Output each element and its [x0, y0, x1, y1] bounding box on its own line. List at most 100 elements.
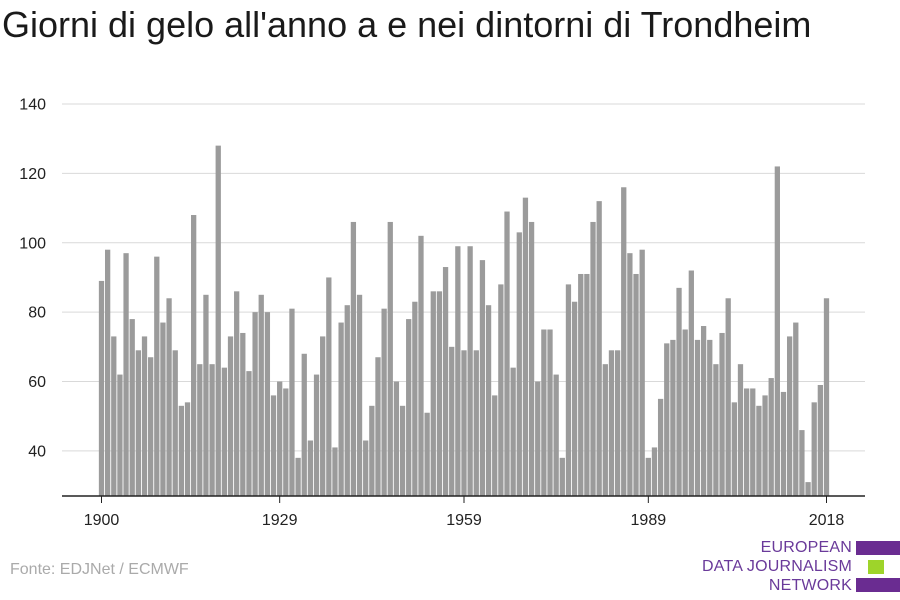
bar-1913: [178, 405, 185, 496]
bar-2015: [805, 482, 811, 496]
bar-1905: [129, 319, 135, 496]
y-tick-label-60: 60: [28, 374, 46, 391]
bar-1948: [393, 381, 400, 496]
bar-1971: [535, 381, 541, 496]
bar-1925: [252, 312, 258, 496]
bar-1942: [356, 294, 363, 496]
y-tick-label-80: 80: [28, 305, 46, 322]
bar-1950: [406, 319, 412, 496]
bar-1972: [541, 329, 547, 496]
x-tick-label-1929: 1929: [262, 512, 298, 529]
bar-1970: [528, 221, 535, 496]
bar-2008: [762, 395, 768, 496]
bar-1989: [645, 457, 651, 496]
bar-1969: [522, 197, 529, 496]
bar-1945: [375, 357, 381, 496]
bar-1933: [301, 353, 307, 496]
y-axis-tick-labels: 40 60 80 100 120 140: [19, 97, 46, 461]
bar-1949: [399, 405, 406, 496]
bar-1973: [547, 329, 553, 496]
bar-1907: [141, 336, 148, 496]
x-tick-label-1959: 1959: [446, 512, 482, 529]
bar-1961: [473, 350, 479, 496]
chart-title: Giorni di gelo all'anno a e nei dintorni…: [2, 4, 812, 45]
bar-1979: [584, 273, 590, 496]
bar-1918: [209, 364, 215, 496]
bar-1936: [320, 336, 326, 496]
bar-1924: [246, 371, 252, 496]
bar-1902: [111, 336, 117, 496]
bar-2011: [780, 391, 787, 496]
bar-1982: [602, 364, 608, 496]
bar-1951: [412, 301, 418, 496]
bar-1962: [479, 260, 486, 496]
bar-1967: [510, 367, 516, 496]
bar-2012: [786, 336, 793, 496]
bar-1980: [590, 221, 596, 496]
y-tick-label-140: 140: [19, 97, 46, 114]
bars: [98, 145, 830, 497]
bar-1992: [664, 343, 670, 496]
bar-1957: [449, 346, 455, 496]
bar-1911: [166, 298, 172, 496]
bar-1900: [98, 280, 105, 496]
bar-1941: [350, 221, 357, 496]
bar-1914: [184, 402, 191, 496]
bar-1968: [516, 232, 522, 496]
logo-bar-green: [868, 560, 884, 574]
bar-1955: [436, 291, 443, 496]
bar-1904: [123, 253, 129, 496]
bar-1988: [639, 249, 645, 496]
bar-1956: [442, 267, 449, 496]
source-note: Fonte: EDJNet / ECMWF: [10, 561, 189, 578]
bar-1910: [160, 322, 166, 496]
bar-2009: [768, 378, 774, 496]
y-tick-label-100: 100: [19, 235, 46, 252]
bar-1997: [694, 339, 701, 496]
bar-1917: [203, 294, 209, 496]
bar-2007: [756, 405, 762, 496]
bar-1940: [344, 305, 350, 496]
bar-1952: [418, 235, 424, 496]
bar-1975: [559, 457, 565, 496]
y-tick-label-120: 120: [19, 166, 46, 183]
bar-1984: [614, 350, 621, 496]
x-tick-label-2018: 2018: [809, 512, 845, 529]
bar-1929: [277, 381, 283, 496]
bar-1915: [191, 215, 197, 496]
bar-2005: [743, 388, 750, 496]
bar-1963: [485, 305, 492, 496]
bar-1959: [461, 350, 467, 496]
bar-1931: [289, 308, 295, 496]
bar-1901: [105, 249, 111, 496]
bar-1995: [682, 329, 688, 496]
bar-1965: [498, 284, 504, 496]
bar-2017: [817, 384, 823, 496]
bar-1996: [688, 270, 694, 496]
bar-1993: [670, 339, 676, 496]
bar-1978: [578, 273, 584, 496]
bar-1960: [467, 246, 473, 496]
bar-1935: [313, 374, 320, 496]
bar-2016: [811, 402, 817, 496]
bar-1987: [633, 273, 639, 496]
bar-2004: [737, 364, 744, 496]
bar-1981: [596, 201, 602, 496]
bar-1974: [553, 374, 559, 496]
bar-1964: [492, 395, 498, 496]
bar-1922: [234, 291, 240, 496]
bar-1946: [381, 308, 387, 496]
edjnet-logo: EUROPEAN DATA JOURNALISM NETWORK: [690, 536, 900, 596]
bar-1919: [215, 145, 221, 496]
logo-bar-purple-top: [856, 541, 900, 555]
bar-1912: [172, 350, 178, 496]
bar-1937: [326, 277, 332, 496]
x-tick-label-1900: 1900: [84, 512, 120, 529]
bar-1998: [700, 326, 707, 496]
bar-1999: [707, 339, 713, 496]
x-axis-ticks: 1900 1929 1959 1989 2018: [84, 496, 845, 529]
bar-1909: [154, 256, 160, 496]
bar-1920: [221, 367, 228, 496]
bar-1923: [240, 332, 246, 496]
